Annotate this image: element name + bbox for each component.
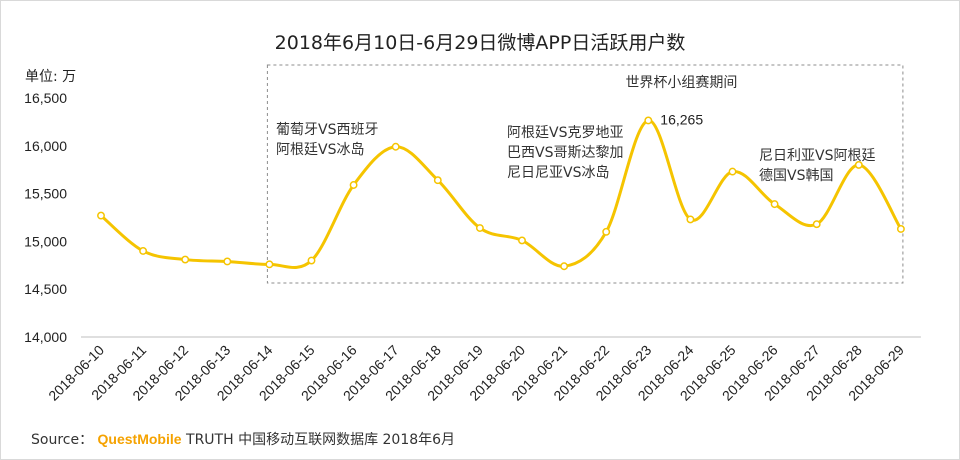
data-point	[518, 236, 526, 245]
match-annotation: 尼日尼亚VS冰岛	[507, 165, 609, 181]
match-annotation: 德国VS韩国	[759, 168, 833, 184]
data-point	[307, 256, 316, 265]
highlight-region-box	[266, 64, 904, 284]
data-point	[560, 262, 569, 271]
data-point	[223, 257, 232, 266]
data-point	[770, 200, 779, 209]
y-tick-label: 16,000	[24, 138, 67, 154]
series-line	[99, 118, 903, 269]
match-annotation: 尼日利亚VS阿根廷	[759, 148, 875, 164]
data-point	[139, 247, 148, 255]
y-tick-label: 14,000	[24, 329, 67, 345]
data-point	[265, 260, 274, 269]
data-point	[602, 227, 611, 236]
source-note: Source： QuestMobile TRUTH 中国移动互联网数据库 201…	[31, 429, 455, 449]
data-label: 16,265	[660, 111, 703, 127]
highlight-region-label: 世界杯小组赛期间	[625, 75, 737, 91]
data-point	[97, 211, 105, 220]
data-point	[433, 176, 442, 185]
data-point	[644, 116, 653, 125]
y-tick-label: 15,500	[24, 186, 67, 202]
data-point	[896, 225, 905, 233]
match-annotation: 葡萄牙VS西班牙	[276, 122, 378, 138]
data-point	[475, 224, 484, 232]
y-axis-unit-label: 单位: 万	[25, 69, 76, 85]
data-point	[391, 142, 400, 151]
source-brand: QuestMobile	[97, 431, 182, 447]
y-tick-label: 15,000	[24, 233, 67, 249]
match-annotation: 巴西VS哥斯达黎加	[507, 145, 623, 161]
data-point	[181, 255, 190, 264]
y-tick-label: 16,500	[24, 90, 67, 106]
chart-title: 2018年6月10日-6月29日微博APP日活跃用户数	[275, 32, 686, 54]
data-point	[686, 215, 695, 224]
source-text: TRUTH 中国移动互联网数据库 2018年6月	[186, 432, 456, 448]
data-point	[728, 167, 737, 176]
data-point	[349, 181, 358, 189]
match-annotation: 阿根廷VS冰岛	[276, 142, 364, 158]
data-point	[812, 220, 821, 229]
y-tick-label: 14,500	[24, 281, 67, 297]
source-prefix: Source：	[31, 432, 94, 448]
data-point	[854, 160, 863, 169]
match-annotation: 阿根廷VS克罗地亚	[507, 125, 623, 141]
